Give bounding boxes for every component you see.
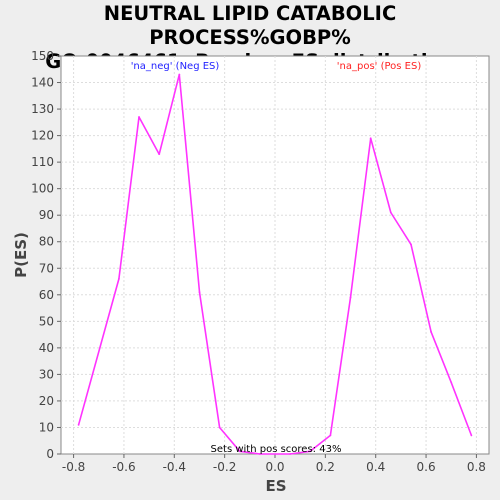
y-tick-label: 50 — [39, 314, 54, 328]
data-point — [369, 137, 372, 140]
data-point — [258, 453, 261, 455]
x-tick-label: -0.2 — [213, 460, 236, 474]
x-tick-label: 0.8 — [467, 460, 486, 474]
data-point — [138, 116, 140, 118]
y-tick-label: 60 — [39, 288, 54, 302]
data-point — [349, 296, 352, 299]
series-layer — [77, 73, 473, 455]
y-tick-label: 100 — [31, 182, 54, 196]
legend-neg: 'na_neg' (Neg ES) — [131, 61, 220, 72]
y-tick-label: 20 — [39, 394, 54, 408]
data-point — [118, 277, 120, 280]
x-tick-label: 0.2 — [316, 460, 335, 474]
x-tick-label: 0.0 — [265, 460, 284, 474]
y-tick-label: 10 — [39, 420, 54, 434]
data-point — [450, 381, 453, 384]
pos-scores-annotation: Sets with pos scores: 43% — [211, 444, 342, 455]
x-tick-label: -0.4 — [163, 460, 186, 474]
y-tick-label: 120 — [31, 129, 54, 143]
y-tick-label: 90 — [39, 208, 54, 222]
data-point — [329, 434, 332, 437]
chart-title-line1: NEUTRAL LIPID CATABOLIC PROCESS%GOBP% — [103, 2, 397, 49]
y-tick-label: 80 — [39, 235, 54, 249]
y-tick-label: 40 — [39, 341, 54, 355]
y-axis-label: P(ES) — [12, 232, 30, 278]
y-tick-label: 130 — [31, 102, 54, 116]
data-point — [178, 73, 181, 76]
x-axis-label: ES — [265, 477, 286, 495]
data-point — [470, 434, 473, 437]
data-point — [309, 450, 312, 453]
y-tick-label: 0 — [46, 447, 54, 461]
data-point — [289, 453, 292, 455]
axes-layer: 0 10 20 30 40 50 60 70 80 90 100 110 120 130 140 150 -0.… — [31, 49, 486, 474]
data-point — [198, 291, 201, 294]
data-point — [77, 423, 80, 426]
data-point — [238, 450, 241, 453]
x-tick-label: -0.8 — [62, 460, 85, 474]
y-tick-label: 70 — [39, 261, 54, 275]
data-point — [430, 331, 432, 333]
data-point — [389, 211, 392, 214]
x-tick-label: -0.6 — [112, 460, 135, 474]
x-tick-label: 0.6 — [417, 460, 436, 474]
y-tick-label: 110 — [31, 155, 54, 169]
data-point — [158, 153, 161, 156]
legend-pos: 'na_pos' (Pos ES) — [337, 61, 422, 72]
y-tick-label: 140 — [31, 76, 54, 90]
plot-area — [60, 55, 490, 455]
data-point — [410, 243, 412, 246]
data-point — [218, 426, 221, 429]
y-tick-label: 150 — [31, 49, 54, 63]
y-tick-label: 30 — [39, 367, 54, 381]
x-tick-label: 0.4 — [366, 460, 385, 474]
grid-layer — [61, 56, 489, 454]
